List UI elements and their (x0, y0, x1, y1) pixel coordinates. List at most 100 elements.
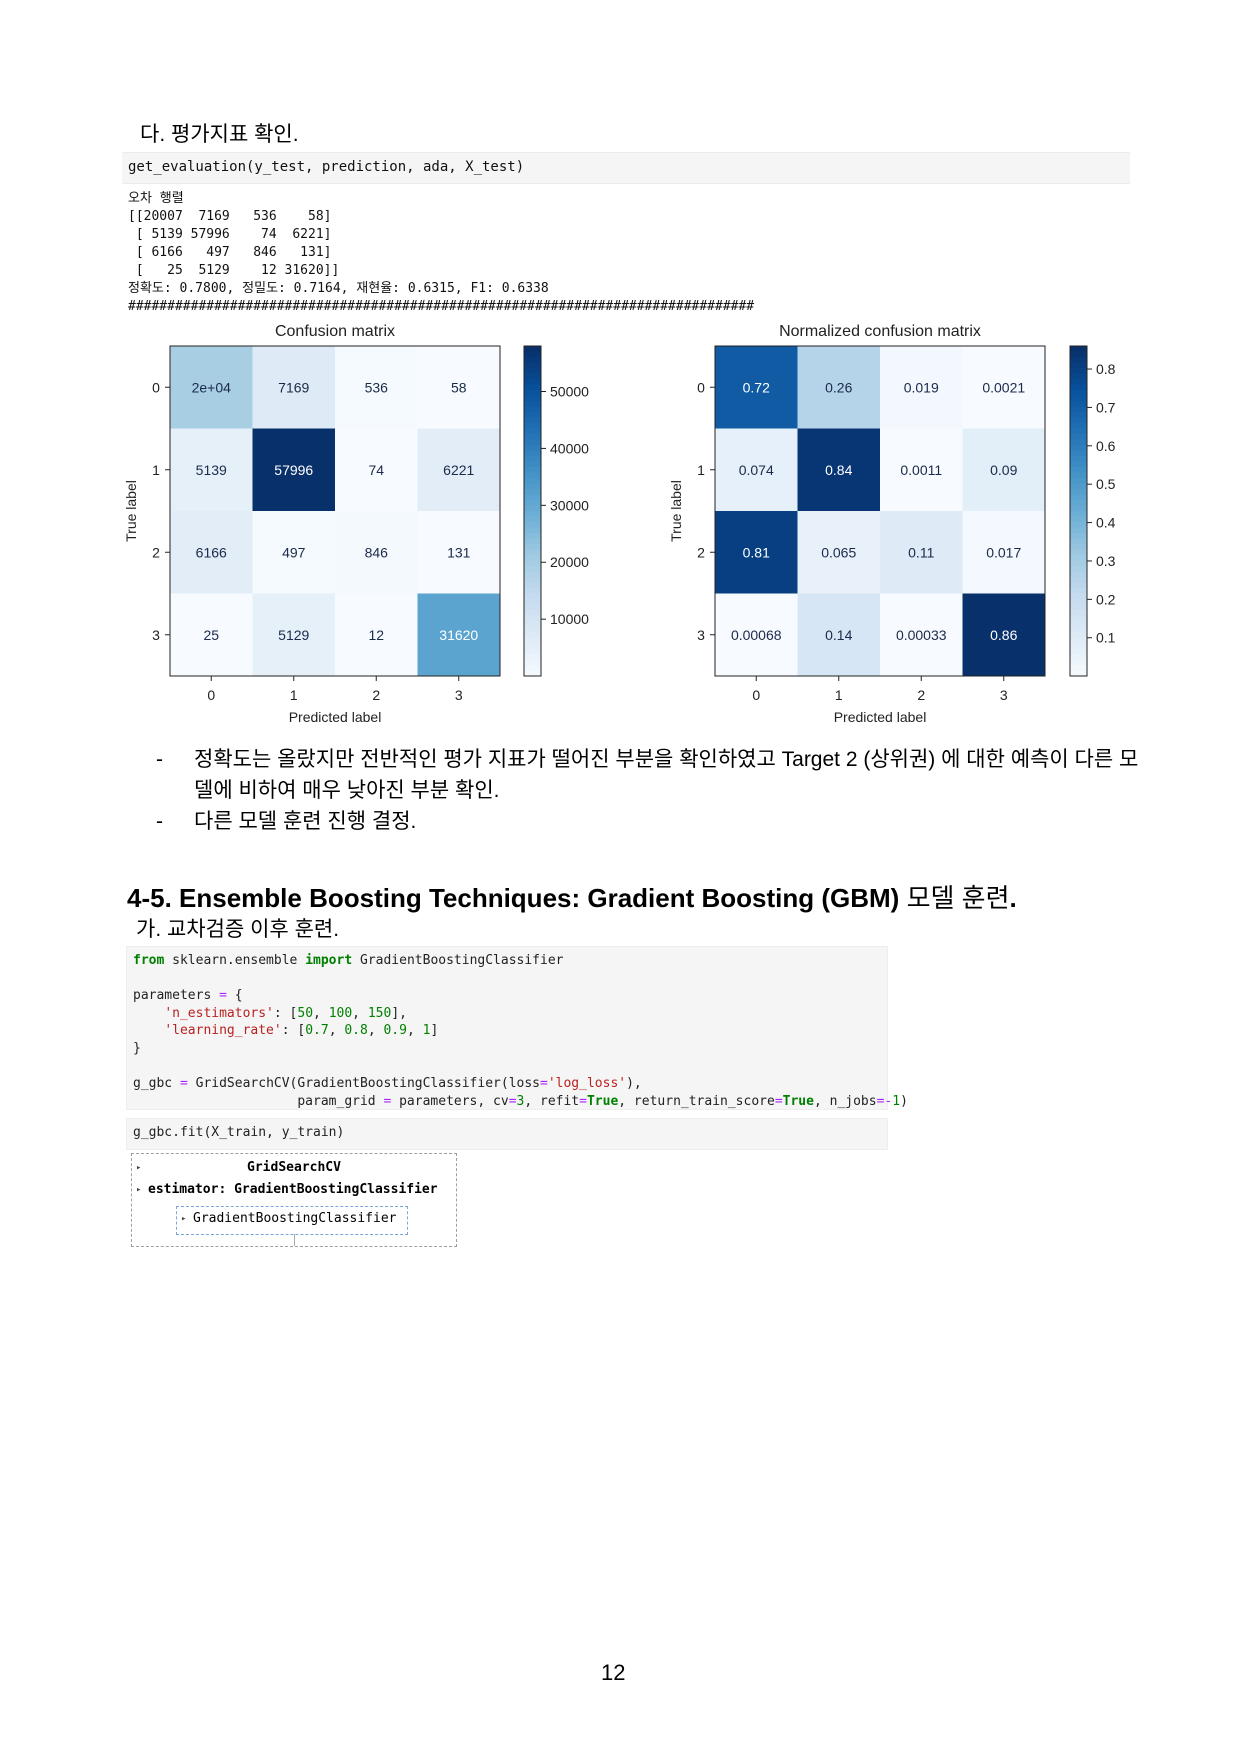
colorbar-segment (524, 373, 541, 380)
expand-arrow-icon[interactable]: ▸ (181, 1214, 187, 1224)
colorbar-segment (1070, 390, 1087, 397)
colorbar-segment (1070, 373, 1087, 380)
gridsearch-widget[interactable]: ▸ GridSearchCV ▸ estimator: GradientBoos… (131, 1153, 457, 1247)
colorbar-segment (1070, 577, 1087, 584)
matrix-cell (417, 346, 500, 429)
matrix-cell (797, 428, 880, 511)
confusion-matrix-svg: Confusion matrix 2e+04 7169 536 58 5139 57996 7… (123, 323, 1116, 725)
matrix-cell (880, 428, 963, 511)
colorbar-segment (1070, 384, 1087, 391)
colorbar-tick-label: 30000 (550, 497, 589, 513)
colorbar-segment (524, 632, 541, 639)
matrix-cell (797, 593, 880, 676)
colorbar-segment (524, 599, 541, 606)
cell-label: 131 (447, 544, 471, 560)
x-tick-label: 1 (835, 687, 843, 703)
cell-label: 74 (368, 462, 384, 478)
colorbar-segment (524, 406, 541, 413)
heading-korean-part: 모델 훈련 (899, 883, 1010, 913)
colorbar-segment (524, 428, 541, 435)
section-4-5-heading: 4-5. Ensemble Boosting Techniques: Gradi… (127, 878, 1017, 915)
colorbar-segment (1070, 610, 1087, 617)
colorbar-segment (1070, 599, 1087, 606)
colorbar-segment (1070, 582, 1087, 589)
matrix-cell (417, 428, 500, 511)
colorbar-tick-label: 10000 (550, 611, 589, 627)
colorbar-segment (524, 439, 541, 446)
estimator-name: GradientBoostingClassifier (193, 1211, 397, 1226)
x-axis-label: Predicted label (289, 709, 382, 725)
colorbar-segment (1070, 472, 1087, 479)
colorbar-segment (524, 401, 541, 408)
colorbar-segment (524, 527, 541, 534)
cell-label: 0.00068 (731, 627, 782, 643)
matrix-cell (252, 346, 335, 429)
cell-label: 57996 (274, 462, 313, 478)
heading-bold-part: 4-5. Ensemble Boosting Techniques: Gradi… (127, 883, 900, 913)
estimator-label[interactable]: estimator: GradientBoostingClassifier (148, 1182, 438, 1197)
x-tick-label: 3 (455, 687, 463, 703)
colorbar-segment (1070, 621, 1087, 628)
colorbar-segment (524, 588, 541, 595)
colorbar-segment (524, 472, 541, 479)
x-axis-label: Predicted label (834, 709, 927, 725)
expand-arrow-icon[interactable]: ▸ (136, 1163, 142, 1173)
cell-label: 0.11 (908, 544, 934, 560)
matrix-cell (417, 593, 500, 676)
colorbar-segment (524, 516, 541, 523)
colorbar-segment (524, 665, 541, 672)
x-tick-label: 3 (1000, 687, 1008, 703)
bullet-dash: - (156, 810, 163, 833)
colorbar-segment (1070, 439, 1087, 446)
colorbar-segment (524, 648, 541, 655)
colorbar-tick-label: 0.3 (1096, 553, 1116, 569)
colorbar-segment (1070, 412, 1087, 419)
x-tick-label: 0 (207, 687, 215, 703)
bullet-dash: - (156, 748, 163, 771)
colorbar-segment (524, 351, 541, 358)
colorbar-segment (1070, 555, 1087, 562)
x-tick-label: 1 (290, 687, 298, 703)
code-line: get_evaluation(y_test, prediction, ada, … (128, 159, 525, 175)
colorbar-segment (1070, 456, 1087, 463)
section-heading: 다. 평가지표 확인. (140, 123, 299, 146)
colorbar-segment (1070, 615, 1087, 622)
colorbar-tick-label: 0.6 (1096, 438, 1116, 454)
colorbar-segment (1070, 670, 1087, 677)
code-cell-gridsearch[interactable]: from sklearn.ensemble import GradientBoo… (126, 946, 908, 1110)
colorbar-segment (1070, 428, 1087, 435)
bullet-text: 다른 모델 훈련 진행 결정. (194, 810, 417, 833)
colorbar-segment (1070, 588, 1087, 595)
matrix-cell (880, 593, 963, 676)
cell-label: 0.0021 (982, 379, 1025, 395)
colorbar-frame (1069, 345, 1088, 677)
code-cell-fit[interactable]: g_gbc.fit(X_train, y_train) (126, 1118, 888, 1150)
colorbar-segment (524, 560, 541, 567)
colorbar-segment (524, 461, 541, 468)
gridsearch-title[interactable]: GridSearchCV (247, 1160, 341, 1175)
colorbar-segment (524, 346, 541, 353)
matrix-cell (880, 346, 963, 429)
expand-arrow-icon[interactable]: ▸ (136, 1185, 142, 1195)
cell-label: 7169 (278, 379, 309, 395)
colorbar-segment (524, 450, 541, 457)
colorbar-segment (524, 544, 541, 551)
colorbar-segment (524, 555, 541, 562)
matrix-line: [[20007 7169 536 58] (128, 209, 332, 224)
estimator-box[interactable]: ▸ GradientBoostingClassifier (176, 1206, 408, 1235)
matrix-cell (252, 511, 335, 594)
matrix-cell (335, 511, 418, 594)
colorbar-segment (524, 670, 541, 677)
colorbar-segment (524, 511, 541, 518)
cell-label: 0.019 (904, 379, 939, 395)
colorbar-segment (1070, 560, 1087, 567)
colorbar-segment (1070, 401, 1087, 408)
colorbar-tick-label: 0.2 (1096, 591, 1116, 607)
cell-label: 0.81 (743, 544, 770, 560)
colorbar-segment (1070, 489, 1087, 496)
colorbar-tick-label: 0.8 (1096, 361, 1116, 377)
colorbar-tick-label: 0.5 (1096, 476, 1116, 492)
matrix-cell (797, 511, 880, 594)
code-cell-evaluation[interactable]: get_evaluation(y_test, prediction, ada, … (122, 152, 1130, 184)
colorbar-segment (524, 626, 541, 633)
